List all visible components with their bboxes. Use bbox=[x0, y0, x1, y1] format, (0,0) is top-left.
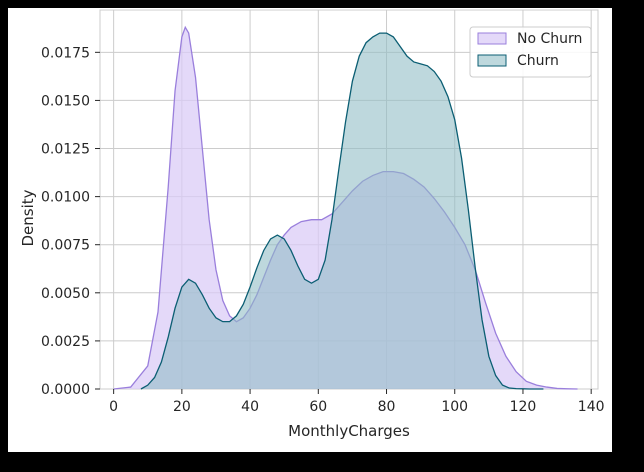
x-tick-label: 20 bbox=[173, 399, 191, 415]
y-tick-label: 0.0150 bbox=[41, 93, 90, 109]
density-area-churn bbox=[140, 33, 544, 390]
x-tick-label: 120 bbox=[510, 399, 537, 415]
x-tick-label: 140 bbox=[578, 399, 605, 415]
x-tick-label: 0 bbox=[109, 399, 118, 415]
y-tick-label: 0.0100 bbox=[41, 190, 90, 206]
y-axis-label: Density bbox=[19, 189, 37, 246]
legend-swatch-no-churn bbox=[477, 32, 507, 45]
y-tick-label: 0.0125 bbox=[41, 142, 90, 158]
y-tick-label: 0.0000 bbox=[41, 382, 90, 398]
density-areas bbox=[113, 25, 578, 390]
legend-label-churn: Churn bbox=[517, 53, 559, 69]
x-tick-label: 80 bbox=[378, 399, 396, 415]
y-tick-label: 0.0075 bbox=[41, 238, 90, 254]
density-line-no-churn bbox=[113, 25, 578, 390]
y-tick-label: 0.0175 bbox=[41, 45, 90, 61]
legend-swatch-churn bbox=[477, 54, 507, 67]
legend-label-no-churn: No Churn bbox=[517, 31, 582, 47]
density-chart: 0 20 40 60 80 100 120 140 0.00000.00250.00500.0… bbox=[19, 9, 605, 440]
y-tick-label: 0.0025 bbox=[41, 334, 90, 350]
x-tick-label: 40 bbox=[241, 399, 259, 415]
x-tick-label: 60 bbox=[309, 399, 327, 415]
x-axis-ticks: 0 20 40 60 80 100 120 140 bbox=[109, 389, 605, 415]
legend: No Churn Churn bbox=[469, 26, 592, 78]
x-axis-label: MonthlyCharges bbox=[288, 422, 410, 440]
chart-figure: 0 20 40 60 80 100 120 140 0.0000 0.0025 0.0050 0.0… bbox=[8, 8, 612, 452]
y-axis-ticks: 0.0000 0.0025 0.0050 0.0075 0.0100 0.0125 0.01… bbox=[41, 45, 100, 398]
y-tick-label: 0.0050 bbox=[41, 286, 90, 302]
density-line-churn bbox=[140, 32, 544, 390]
x-tick-label: 100 bbox=[441, 399, 468, 415]
